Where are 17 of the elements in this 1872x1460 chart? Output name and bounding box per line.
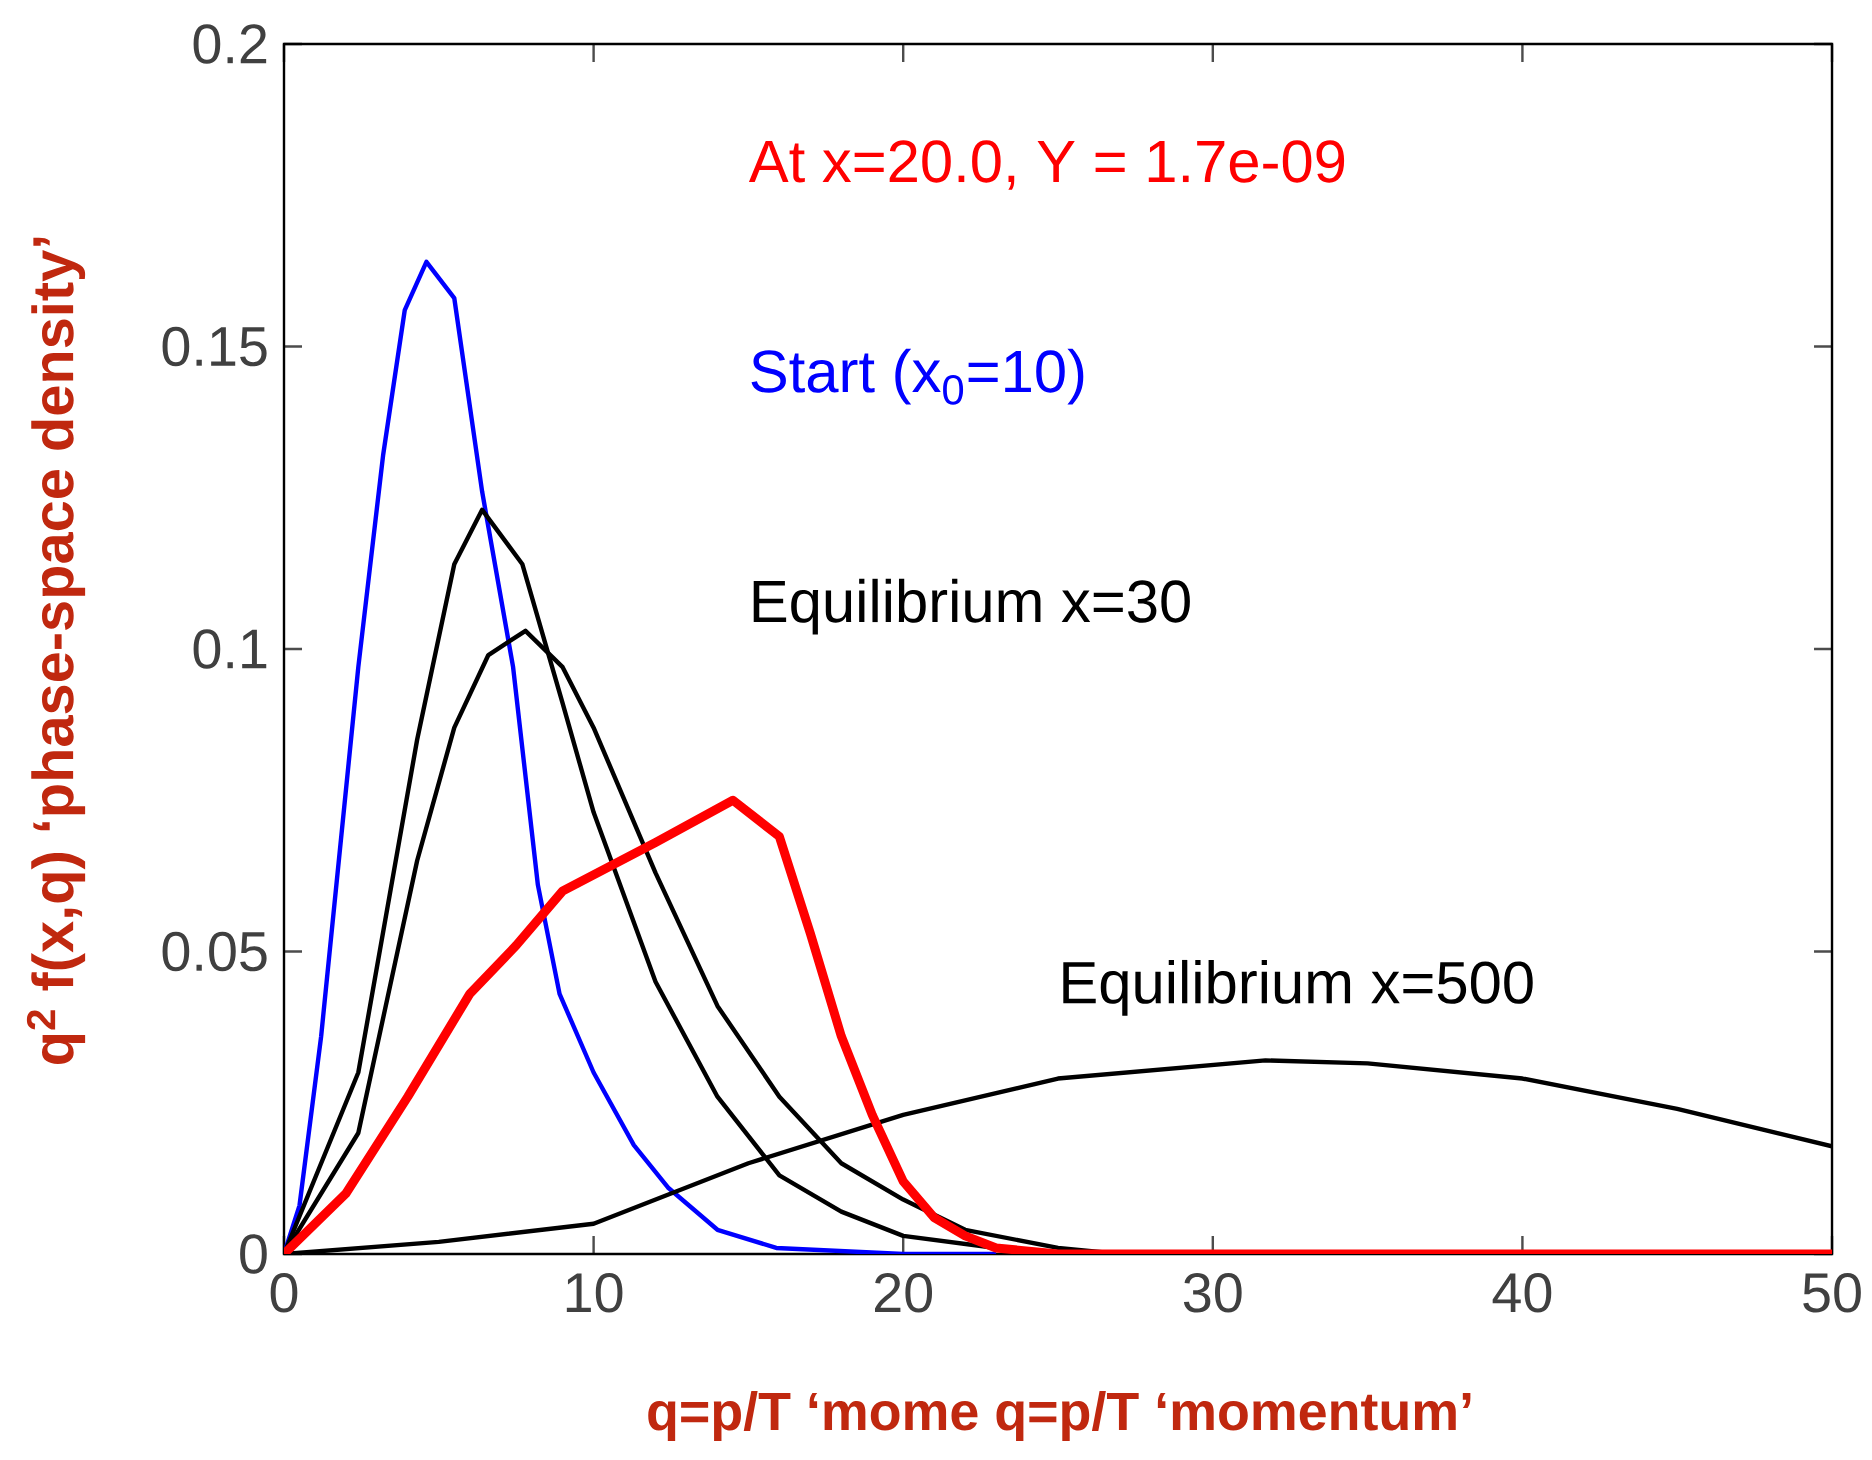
x-tick-label: 40 bbox=[1492, 1273, 1552, 1313]
x-tick-label: 10 bbox=[566, 1273, 623, 1313]
y-axis-title: q$^{2}$ f(x,q) ‘phase-space density’ bbox=[26, 237, 86, 1064]
y-tick-label: 0.05 bbox=[162, 931, 267, 972]
x-tick-label: 50 bbox=[1803, 1273, 1861, 1313]
y-tick-label: 0.15 bbox=[162, 326, 267, 367]
x-tick-label: 30 bbox=[1183, 1273, 1242, 1313]
annotation: Equilibrium x=30 bbox=[753, 578, 1190, 635]
annotation: Equilibrium x=500 bbox=[1063, 959, 1533, 1016]
y-tick-label: 0.2 bbox=[193, 24, 267, 64]
x-axis-title: q=p/T ‘mome q=p/T ‘momentum’ bbox=[648, 1390, 1471, 1442]
y-tick-label: 0.1 bbox=[193, 629, 267, 669]
x-tick-label: 20 bbox=[874, 1273, 933, 1313]
y-tick-label: 0 bbox=[240, 1234, 267, 1274]
annotation: Start (x$_{0}$=10) bbox=[751, 348, 1084, 405]
x-tick-label: 0 bbox=[270, 1273, 298, 1313]
annotation: At x=20.0, Y = 1.7e-09 bbox=[748, 140, 1345, 190]
